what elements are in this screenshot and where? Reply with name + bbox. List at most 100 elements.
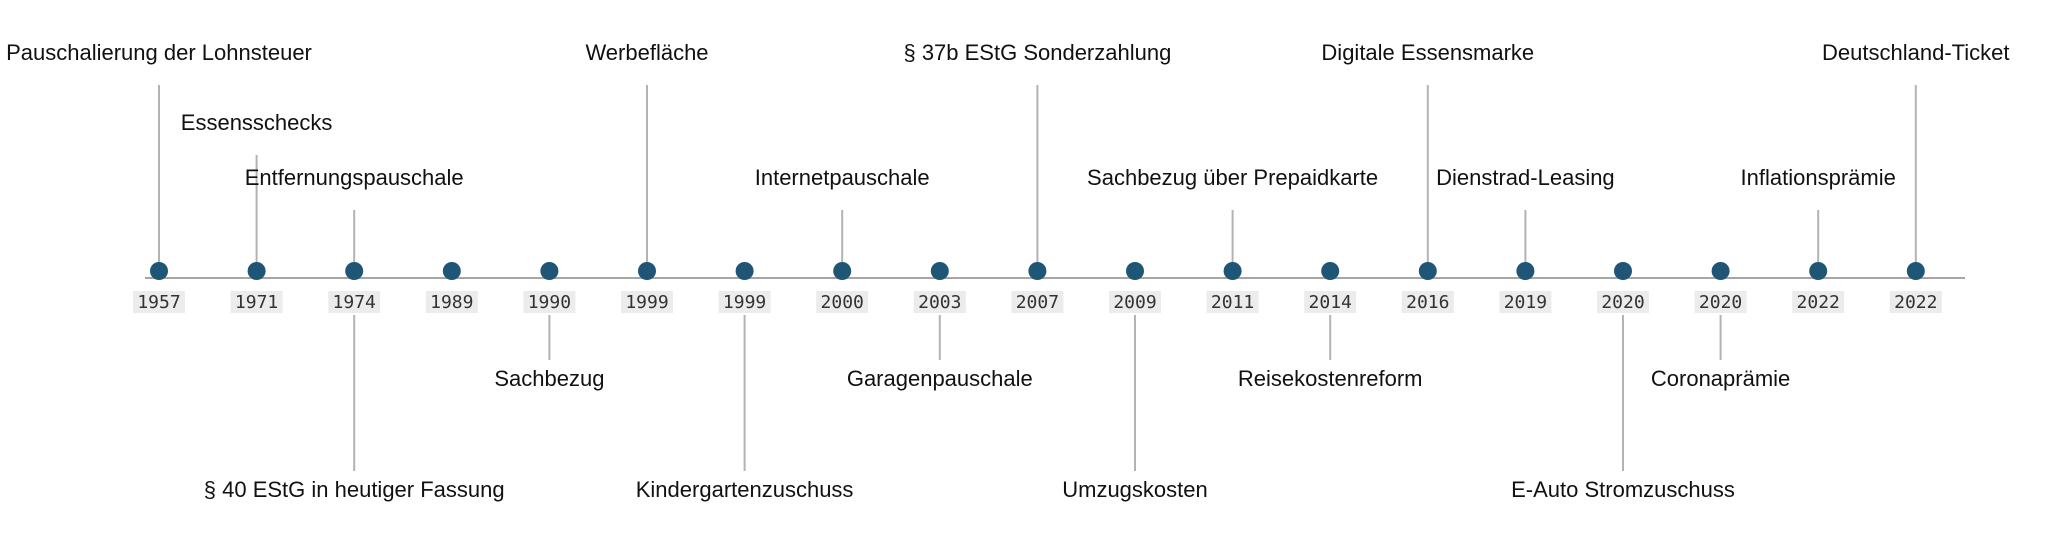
year-label-group: 2022 <box>1792 291 1845 313</box>
year-label: 2007 <box>1016 292 1059 313</box>
year-label-background <box>1206 291 1259 313</box>
year-label-background <box>1109 291 1161 313</box>
year-label-background <box>1597 291 1649 313</box>
year-label-background <box>328 291 381 313</box>
timeline-markers <box>150 262 1925 280</box>
year-label-background <box>523 291 576 313</box>
year-label: 1989 <box>430 292 473 313</box>
event-label: Umzugskosten <box>1062 477 1208 502</box>
timeline-marker <box>1418 262 1437 280</box>
event-label: Internetpauschale <box>755 165 930 190</box>
timeline-marker <box>1906 262 1925 280</box>
event-label: Inflationsprämie <box>1741 165 1896 190</box>
timeline-stems <box>158 85 1917 471</box>
year-label: 2019 <box>1504 292 1547 313</box>
event-label: Digitale Essensmarke <box>1321 40 1534 65</box>
year-label: 2020 <box>1699 292 1742 313</box>
year-label-background <box>1304 291 1357 313</box>
timeline-marker <box>1028 262 1047 280</box>
year-label-group: 2009 <box>1109 291 1161 313</box>
year-label-group: 2016 <box>1401 291 1454 313</box>
year-label: 2014 <box>1309 292 1352 313</box>
year-label: 2000 <box>821 292 864 313</box>
year-label-group: 2007 <box>1011 291 1064 313</box>
year-label-group: 2014 <box>1304 291 1357 313</box>
timeline-marker <box>150 262 168 280</box>
event-label: E-Auto Stromzuschuss <box>1511 477 1735 502</box>
year-label-background <box>913 291 966 313</box>
timeline-year-labels: 1957 1971 1974 1989 1990 1999 1999 2000 2003 2007… <box>133 291 1942 313</box>
year-label: 1999 <box>625 292 668 313</box>
timeline-marker <box>638 262 656 280</box>
event-label: Werbefläche <box>585 40 708 65</box>
year-label: 2022 <box>1894 292 1937 313</box>
timeline-marker <box>442 262 461 280</box>
timeline-marker <box>833 262 852 280</box>
year-label-group: 2000 <box>816 291 869 313</box>
event-label: § 40 EStG in heutiger Fassung <box>204 477 505 502</box>
year-label: 1990 <box>528 292 571 313</box>
timeline-marker <box>930 262 949 280</box>
year-label: 2020 <box>1601 292 1644 313</box>
year-label-background <box>1694 291 1747 313</box>
year-label: 1971 <box>235 292 278 313</box>
year-label-group: 2022 <box>1889 291 1942 313</box>
event-label: Dienstrad-Leasing <box>1436 165 1615 190</box>
year-label-group: 2020 <box>1694 291 1747 313</box>
event-label: Pauschalierung der Lohnsteuer <box>6 40 312 65</box>
year-label: 2022 <box>1797 292 1840 313</box>
year-label-group: 1990 <box>523 291 576 313</box>
event-label: Reisekostenreform <box>1238 366 1423 391</box>
timeline-event-labels: Pauschalierung der Lohnsteuer Essensschec… <box>6 40 2009 502</box>
year-label-group: 2003 <box>913 291 966 313</box>
year-label-background <box>230 291 283 313</box>
timeline-marker <box>1614 262 1632 280</box>
year-label: 2003 <box>918 292 961 313</box>
year-label-group: 1957 <box>133 291 185 313</box>
timeline-marker <box>1809 262 1828 280</box>
timeline-marker <box>1223 262 1242 280</box>
timeline-marker <box>1321 262 1340 280</box>
timeline-marker <box>540 262 559 280</box>
year-label-background <box>425 291 478 313</box>
year-label: 1957 <box>137 292 180 313</box>
year-label-background <box>1792 291 1845 313</box>
year-label-group: 1974 <box>328 291 381 313</box>
event-label: Garagenpauschale <box>847 366 1033 391</box>
year-label: 2016 <box>1406 292 1449 313</box>
event-label: Coronaprämie <box>1651 366 1790 391</box>
timeline-marker <box>1711 262 1730 280</box>
timeline-marker <box>345 262 364 280</box>
year-label-background <box>621 291 673 313</box>
year-label-background <box>1011 291 1064 313</box>
timeline-marker <box>247 262 266 280</box>
year-label-background <box>816 291 869 313</box>
year-label-background <box>133 291 185 313</box>
year-label-group: 1989 <box>425 291 478 313</box>
year-label: 1999 <box>723 292 766 313</box>
event-label: Deutschland-Ticket <box>1822 40 2009 65</box>
event-label: Sachbezug <box>494 366 604 391</box>
event-label: Essensschecks <box>181 110 333 135</box>
timeline-marker <box>735 262 754 280</box>
year-label-background <box>718 291 771 313</box>
event-label: § 37b EStG Sonderzahlung <box>903 40 1171 65</box>
event-label: Entfernungspauschale <box>245 165 464 190</box>
year-label-group: 1999 <box>621 291 673 313</box>
year-label-group: 2011 <box>1206 291 1259 313</box>
year-label-group: 1971 <box>230 291 283 313</box>
year-label-background <box>1889 291 1942 313</box>
timeline-marker <box>1126 262 1144 280</box>
event-label: Sachbezug über Prepaidkarte <box>1087 165 1378 190</box>
year-label: 2011 <box>1211 292 1254 313</box>
year-label-group: 2019 <box>1499 291 1552 313</box>
year-label-group: 1999 <box>718 291 771 313</box>
year-label-group: 2020 <box>1597 291 1649 313</box>
year-label: 1974 <box>333 292 376 313</box>
timeline-marker <box>1516 262 1535 280</box>
year-label: 2009 <box>1113 292 1156 313</box>
year-label-background <box>1499 291 1552 313</box>
event-label: Kindergartenzuschuss <box>636 477 854 502</box>
year-label-background <box>1401 291 1454 313</box>
